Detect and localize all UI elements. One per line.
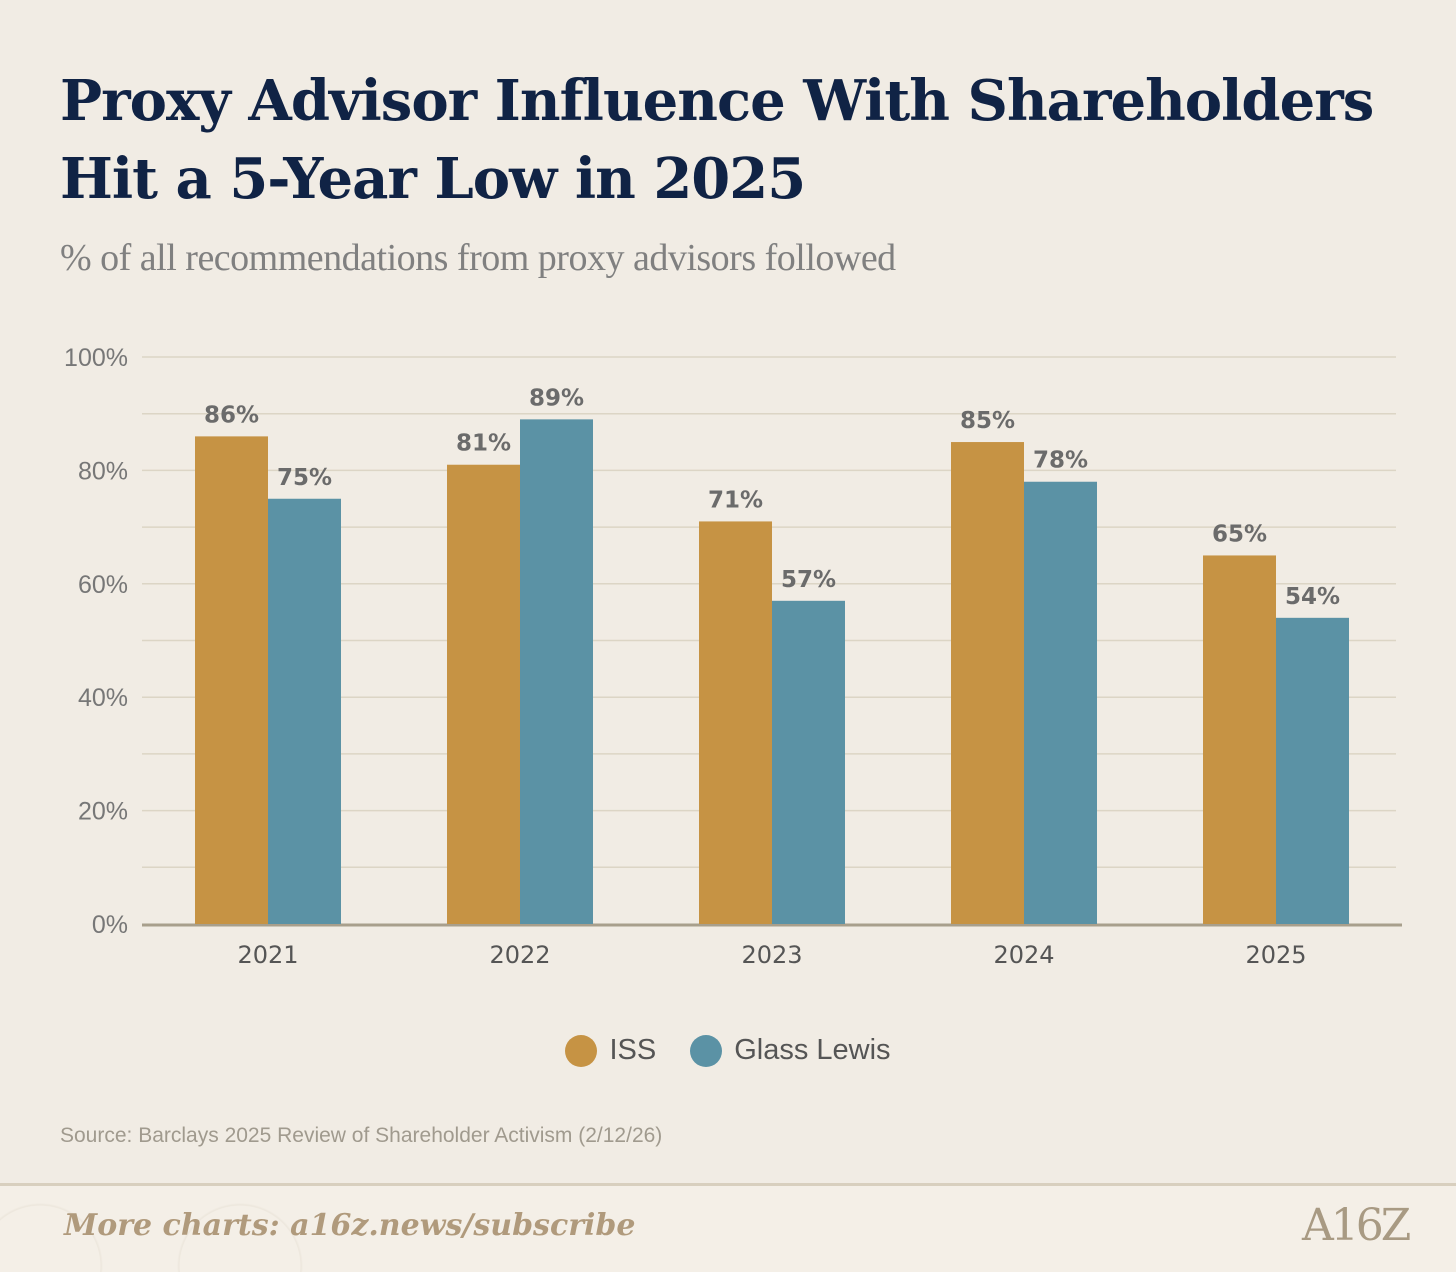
legend-swatch-glass-lewis bbox=[690, 1034, 723, 1067]
source-note: Source: Barclays 2025 Review of Sharehol… bbox=[60, 1124, 663, 1147]
footer-bar bbox=[0, 1183, 1456, 1272]
legend-swatch-iss bbox=[565, 1034, 598, 1067]
data-label-iss-2024: 85% bbox=[960, 408, 1015, 434]
x-tick-label: 2024 bbox=[993, 941, 1054, 969]
chart-title: Proxy Advisor Influence With Shareholder… bbox=[60, 68, 1374, 212]
y-tick-label: 20% bbox=[78, 798, 128, 826]
bar-iss-2025 bbox=[1203, 555, 1276, 924]
bar-iss-2023 bbox=[699, 521, 772, 924]
data-label-glass-lewis-2024: 78% bbox=[1033, 448, 1088, 474]
data-label-iss-2021: 86% bbox=[204, 402, 259, 428]
y-tick-label: 100% bbox=[64, 344, 128, 372]
y-tick-label: 60% bbox=[78, 571, 128, 599]
data-label-iss-2022: 81% bbox=[456, 431, 511, 457]
data-label-iss-2023: 71% bbox=[708, 487, 763, 513]
legend-item-iss: ISS bbox=[565, 1034, 656, 1067]
x-tick-label: 2021 bbox=[237, 941, 298, 969]
bar-glass-lewis-2021 bbox=[268, 498, 341, 924]
legend-label-glass-lewis: Glass Lewis bbox=[734, 1034, 891, 1066]
data-label-glass-lewis-2023: 57% bbox=[781, 567, 836, 593]
a16z-logo: A16Z bbox=[1302, 1200, 1411, 1251]
y-tick-label: 40% bbox=[78, 684, 128, 712]
y-tick-label: 80% bbox=[78, 457, 128, 485]
chart-subtitle: % of all recommendations from proxy advi… bbox=[60, 237, 896, 279]
bar-iss-2022 bbox=[447, 464, 520, 924]
subscribe-link[interactable]: More charts: a16z.news/subscribe bbox=[64, 1208, 636, 1243]
x-tick-label: 2023 bbox=[741, 941, 802, 969]
data-label-glass-lewis-2022: 89% bbox=[529, 385, 584, 411]
bar-iss-2024 bbox=[951, 442, 1024, 924]
bar-glass-lewis-2023 bbox=[772, 600, 845, 924]
bar-glass-lewis-2022 bbox=[520, 419, 593, 924]
bar-glass-lewis-2025 bbox=[1276, 617, 1349, 924]
bar-chart: 0% 20% 40% 60% 80% 100% 86% 75% 2021 81% 89% 2022 71… bbox=[64, 344, 1402, 969]
chart-legend: ISS Glass Lewis bbox=[0, 1034, 1456, 1067]
legend-label-iss: ISS bbox=[609, 1034, 657, 1066]
x-tick-label: 2025 bbox=[1245, 941, 1306, 969]
x-tick-label: 2022 bbox=[489, 941, 550, 969]
bar-iss-2021 bbox=[195, 436, 268, 924]
data-label-glass-lewis-2025: 54% bbox=[1285, 584, 1340, 610]
bar-glass-lewis-2024 bbox=[1024, 481, 1097, 924]
data-label-glass-lewis-2021: 75% bbox=[277, 465, 332, 491]
legend-item-glass-lewis: Glass Lewis bbox=[690, 1034, 891, 1067]
data-label-iss-2025: 65% bbox=[1212, 521, 1267, 547]
y-tick-label: 0% bbox=[92, 911, 128, 939]
